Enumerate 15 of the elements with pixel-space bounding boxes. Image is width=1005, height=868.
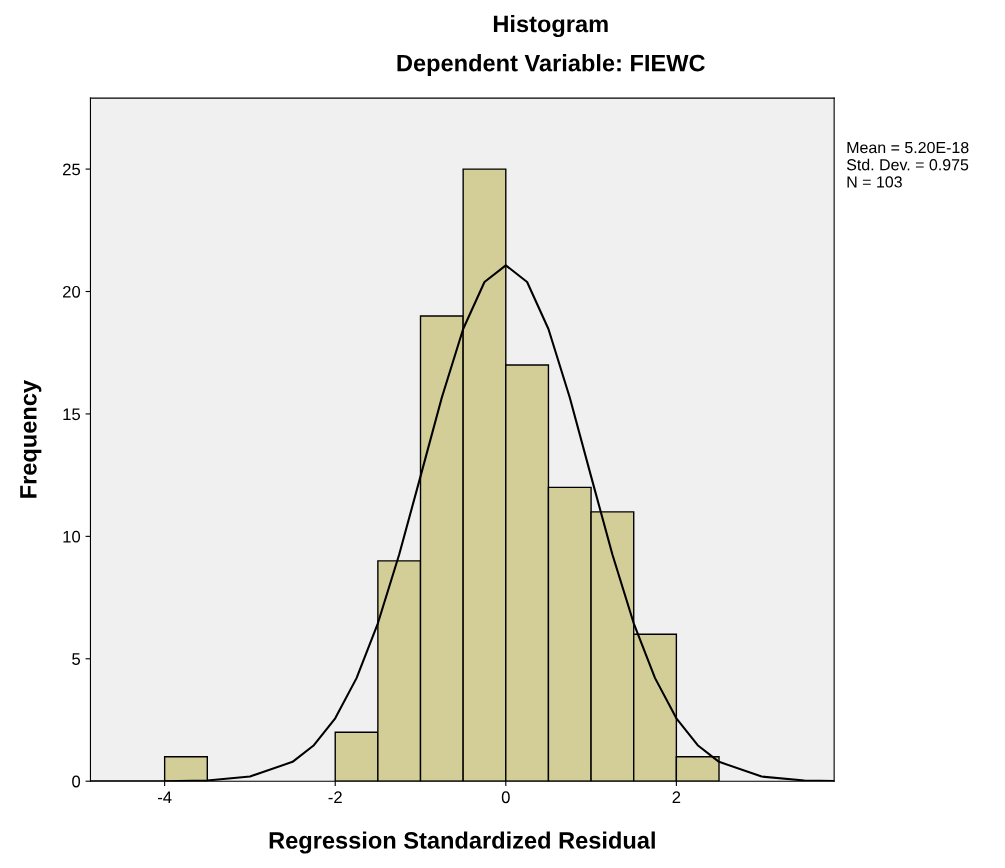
y-tick-label: 5 — [72, 653, 81, 665]
x-tick-label: 2 — [672, 791, 681, 803]
chart-subtitle: Dependent Variable: FIEWC — [397, 54, 705, 77]
x-tick-label: -4 — [157, 791, 172, 803]
y-tick-label: 10 — [63, 530, 81, 543]
y-axis-title: Frequency — [20, 380, 42, 498]
x-axis-title: Regression Standardized Residual — [269, 831, 655, 854]
y-tick-label: 0 — [72, 775, 81, 788]
x-tick-label: 0 — [501, 791, 510, 804]
y-tick-label: 15 — [63, 408, 81, 421]
x-tick-label: -2 — [328, 791, 342, 803]
y-tick-label: 20 — [63, 285, 81, 298]
y-tick-label: 25 — [63, 163, 81, 176]
chart-title: Histogram — [493, 14, 608, 38]
text: Mean = 5.20E-18 Std. Dev. = 0.975 N = 103 — [846, 141, 969, 188]
